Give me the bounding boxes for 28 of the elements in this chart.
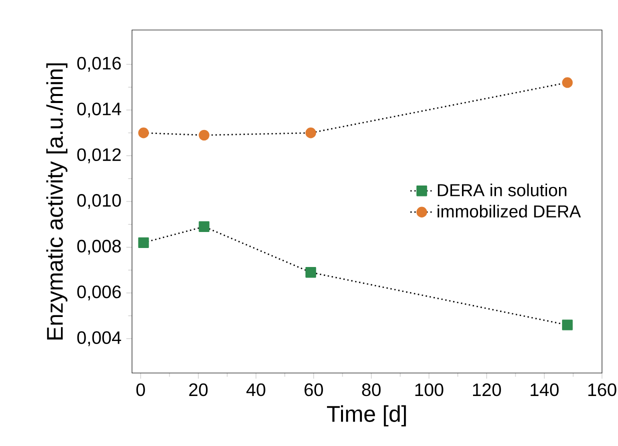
x-tick-label: 20 — [189, 383, 208, 396]
legend-label: immobilized DERA — [438, 204, 581, 218]
y-tick-label: 0,016 — [77, 56, 121, 72]
y-tick-label: 0,010 — [77, 194, 121, 209]
point — [305, 267, 316, 278]
legend-label: DERA in solution — [438, 184, 566, 196]
y-tick-label: 0,014 — [77, 102, 122, 118]
point — [138, 237, 149, 248]
x-tick-label: 100 — [415, 383, 444, 396]
x-axis-title: Time [d] — [326, 405, 406, 426]
point — [138, 128, 149, 138]
y-tick-label: 0,012 — [77, 148, 121, 164]
x-tick-label: 160 — [588, 383, 616, 396]
x-tick-label: 120 — [473, 383, 501, 396]
y-tick-label: 0,004 — [77, 331, 122, 346]
x-tick-label: 0 — [136, 383, 145, 396]
y-tick-label: 0,006 — [77, 286, 121, 300]
y-axis-title: Enzymatic activity [a.u./min] — [46, 63, 68, 340]
x-tick-label: 40 — [246, 383, 266, 396]
point — [305, 128, 316, 138]
x-tick-label: 60 — [304, 383, 323, 396]
point — [198, 130, 210, 141]
point — [562, 77, 573, 88]
x-tick-label: 140 — [530, 383, 559, 396]
point — [198, 221, 210, 232]
y-tick-label: 0,008 — [77, 240, 121, 255]
point — [562, 320, 573, 330]
x-tick-label: 80 — [362, 383, 381, 396]
